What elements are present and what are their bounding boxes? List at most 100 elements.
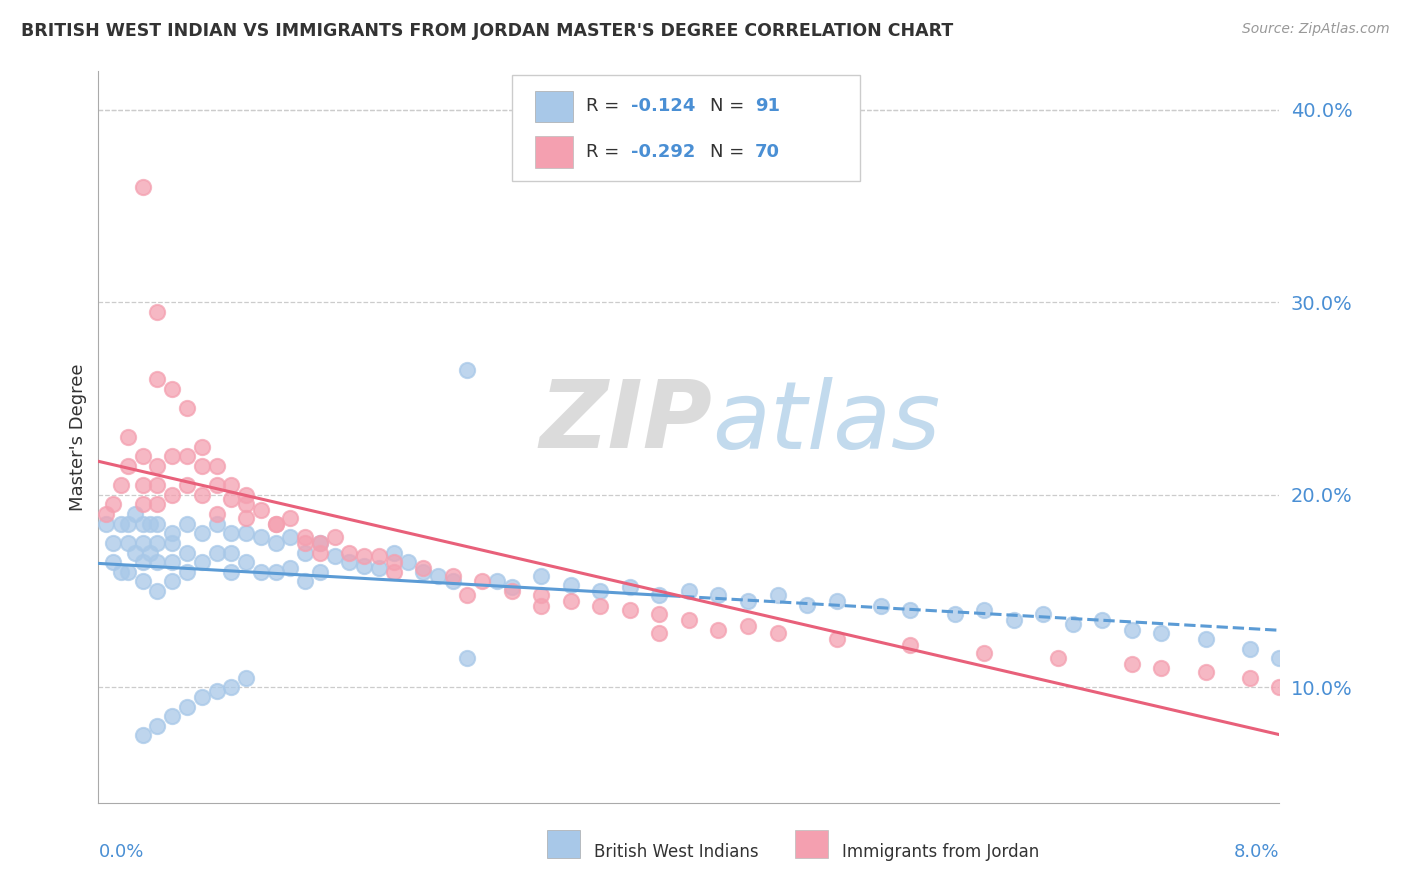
Point — [648, 626, 671, 640]
Point — [973, 646, 995, 660]
Point — [1268, 681, 1291, 695]
Point — [323, 530, 346, 544]
Point — [648, 607, 671, 622]
Point — [146, 516, 169, 531]
Text: 70: 70 — [755, 143, 780, 161]
Point — [191, 458, 214, 473]
Point — [176, 478, 198, 492]
Point — [457, 362, 479, 376]
Point — [353, 559, 375, 574]
Point — [530, 568, 553, 582]
Point — [117, 516, 139, 531]
Point — [162, 709, 183, 723]
Point — [1002, 613, 1025, 627]
Point — [221, 545, 243, 559]
Point — [796, 598, 818, 612]
Point — [678, 584, 700, 599]
Point — [235, 526, 257, 541]
Point — [103, 555, 125, 569]
Point — [124, 507, 146, 521]
Point — [1150, 626, 1173, 640]
Point — [339, 555, 361, 569]
Point — [825, 632, 848, 647]
Point — [132, 728, 155, 742]
Point — [471, 574, 494, 589]
Point — [146, 719, 169, 733]
Point — [139, 545, 162, 559]
Point — [94, 516, 117, 531]
Point — [132, 450, 155, 464]
Point — [221, 491, 243, 506]
Point — [103, 498, 125, 512]
Point — [162, 555, 183, 569]
Point — [146, 536, 169, 550]
Point — [441, 574, 464, 589]
Point — [117, 536, 139, 550]
Point — [191, 690, 214, 704]
Point — [162, 488, 183, 502]
Point — [132, 574, 155, 589]
Point — [457, 588, 479, 602]
Point — [176, 565, 198, 579]
Point — [162, 536, 183, 550]
Point — [648, 588, 671, 602]
Point — [146, 555, 169, 569]
Point — [117, 458, 139, 473]
Point — [943, 607, 966, 622]
Point — [221, 526, 243, 541]
Point — [427, 568, 450, 582]
FancyBboxPatch shape — [512, 75, 860, 181]
Point — [235, 511, 257, 525]
Text: R =: R = — [586, 97, 626, 115]
Point — [619, 603, 641, 617]
Text: British West Indians: British West Indians — [595, 843, 759, 861]
Point — [191, 488, 214, 502]
Point — [191, 440, 214, 454]
Point — [737, 593, 759, 607]
Point — [382, 565, 405, 579]
Point — [205, 507, 228, 521]
Point — [132, 516, 155, 531]
Point — [205, 458, 228, 473]
Point — [132, 478, 155, 492]
Point — [1268, 651, 1291, 665]
Point — [294, 574, 316, 589]
Point — [707, 623, 730, 637]
Point — [737, 618, 759, 632]
Point — [124, 545, 146, 559]
Point — [412, 561, 434, 575]
Point — [235, 671, 257, 685]
Point — [766, 626, 789, 640]
Point — [309, 545, 332, 559]
Text: 91: 91 — [755, 97, 780, 115]
Point — [162, 526, 183, 541]
Point — [678, 613, 700, 627]
Point — [441, 568, 464, 582]
Point — [162, 450, 183, 464]
Point — [205, 684, 228, 698]
Point — [1195, 632, 1218, 647]
Point — [339, 545, 361, 559]
Point — [264, 516, 287, 531]
Point — [176, 699, 198, 714]
Point — [117, 565, 139, 579]
Point — [264, 516, 287, 531]
Point — [368, 549, 391, 564]
Point — [294, 530, 316, 544]
Point — [205, 478, 228, 492]
Text: -0.124: -0.124 — [631, 97, 696, 115]
Text: atlas: atlas — [713, 377, 941, 468]
Point — [221, 565, 243, 579]
Point — [162, 382, 183, 396]
Point — [560, 578, 582, 592]
Text: N =: N = — [710, 97, 751, 115]
Point — [132, 555, 155, 569]
Point — [530, 599, 553, 614]
Point — [501, 584, 523, 599]
Point — [309, 565, 332, 579]
Point — [205, 516, 228, 531]
Text: R =: R = — [586, 143, 626, 161]
Point — [139, 516, 162, 531]
Point — [825, 593, 848, 607]
Point — [176, 545, 198, 559]
